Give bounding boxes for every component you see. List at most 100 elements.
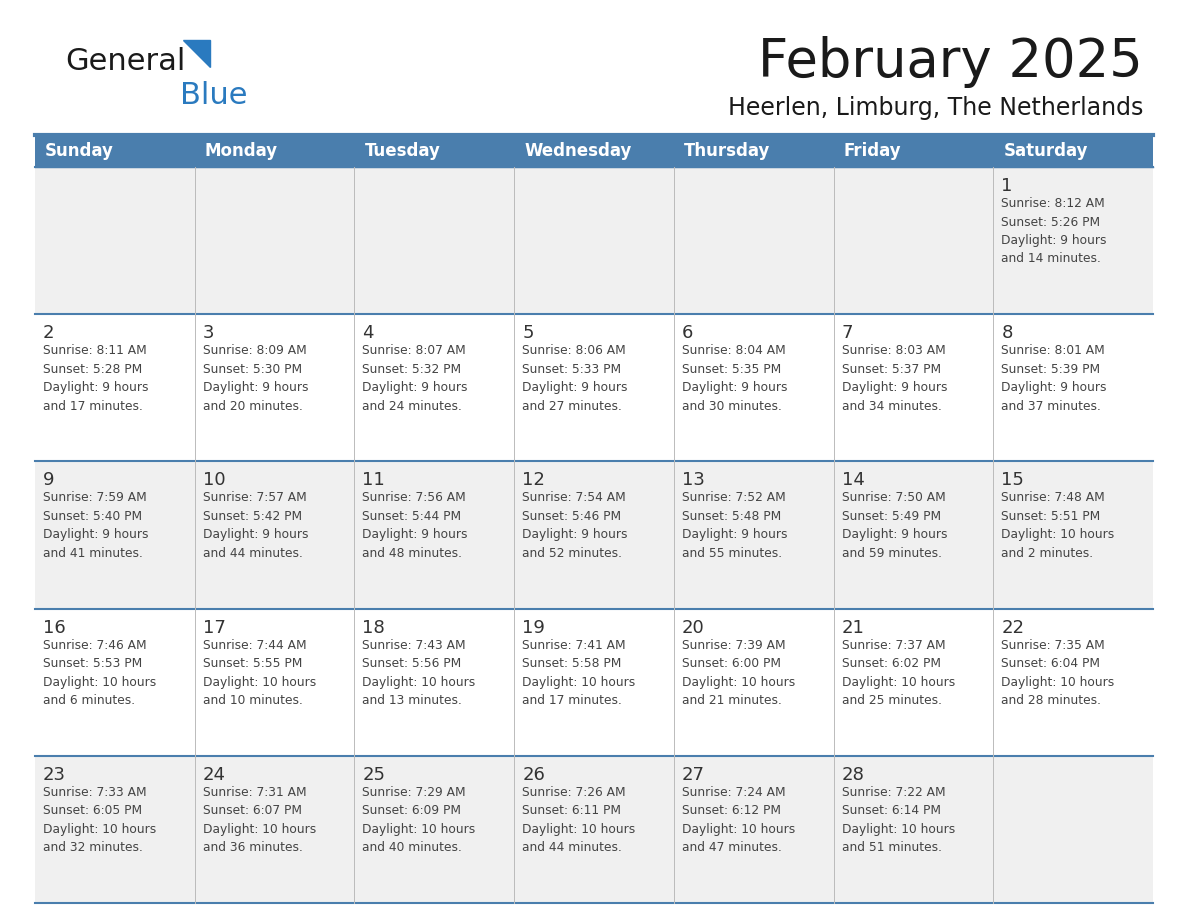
Bar [34, 462, 195, 609]
Text: 23: 23 [43, 766, 67, 784]
Text: Sunrise: 7:57 AM
Sunset: 5:42 PM
Daylight: 9 hours
and 44 minutes.: Sunrise: 7:57 AM Sunset: 5:42 PM Dayligh… [203, 491, 308, 560]
Text: Sunrise: 7:59 AM
Sunset: 5:40 PM
Daylight: 9 hours
and 41 minutes.: Sunrise: 7:59 AM Sunset: 5:40 PM Dayligh… [43, 491, 148, 560]
Text: 8: 8 [1001, 324, 1012, 342]
Text: Sunrise: 7:39 AM
Sunset: 6:00 PM
Daylight: 10 hours
and 21 minutes.: Sunrise: 7:39 AM Sunset: 6:00 PM Dayligh… [682, 639, 795, 707]
Text: Sunrise: 7:52 AM
Sunset: 5:48 PM
Daylight: 9 hours
and 55 minutes.: Sunrise: 7:52 AM Sunset: 5:48 PM Dayligh… [682, 491, 788, 560]
Text: Sunrise: 8:04 AM
Sunset: 5:35 PM
Daylight: 9 hours
and 30 minutes.: Sunrise: 8:04 AM Sunset: 5:35 PM Dayligh… [682, 344, 788, 413]
Text: 25: 25 [362, 766, 385, 784]
Text: February 2025: February 2025 [758, 36, 1143, 88]
Text: Sunrise: 7:33 AM
Sunset: 6:05 PM
Daylight: 10 hours
and 32 minutes.: Sunrise: 7:33 AM Sunset: 6:05 PM Dayligh… [43, 786, 157, 855]
Text: Thursday: Thursday [684, 142, 770, 160]
Text: Sunday: Sunday [45, 142, 114, 160]
Bar [354, 167, 514, 314]
Bar [514, 135, 674, 167]
Bar [674, 167, 834, 314]
Bar [993, 135, 1154, 167]
Bar [834, 167, 993, 314]
Text: Sunrise: 7:35 AM
Sunset: 6:04 PM
Daylight: 10 hours
and 28 minutes.: Sunrise: 7:35 AM Sunset: 6:04 PM Dayligh… [1001, 639, 1114, 707]
Bar [195, 462, 354, 609]
Text: Sunrise: 7:50 AM
Sunset: 5:49 PM
Daylight: 9 hours
and 59 minutes.: Sunrise: 7:50 AM Sunset: 5:49 PM Dayligh… [841, 491, 947, 560]
Polygon shape [183, 40, 210, 67]
Text: Sunrise: 7:37 AM
Sunset: 6:02 PM
Daylight: 10 hours
and 25 minutes.: Sunrise: 7:37 AM Sunset: 6:02 PM Dayligh… [841, 639, 955, 707]
Text: Sunrise: 8:11 AM
Sunset: 5:28 PM
Daylight: 9 hours
and 17 minutes.: Sunrise: 8:11 AM Sunset: 5:28 PM Dayligh… [43, 344, 148, 413]
Bar [674, 609, 834, 756]
Bar [993, 167, 1154, 314]
Bar [195, 135, 354, 167]
Text: Monday: Monday [204, 142, 278, 160]
Bar [354, 135, 514, 167]
Text: 18: 18 [362, 619, 385, 636]
Bar [834, 462, 993, 609]
Text: Sunrise: 7:44 AM
Sunset: 5:55 PM
Daylight: 10 hours
and 10 minutes.: Sunrise: 7:44 AM Sunset: 5:55 PM Dayligh… [203, 639, 316, 707]
Bar [834, 314, 993, 462]
Bar [993, 756, 1154, 903]
Text: Wednesday: Wednesday [524, 142, 632, 160]
Text: Blue: Blue [181, 81, 247, 109]
Text: Sunrise: 7:46 AM
Sunset: 5:53 PM
Daylight: 10 hours
and 6 minutes.: Sunrise: 7:46 AM Sunset: 5:53 PM Dayligh… [43, 639, 157, 707]
Bar [834, 756, 993, 903]
Bar [195, 756, 354, 903]
Text: Sunrise: 7:24 AM
Sunset: 6:12 PM
Daylight: 10 hours
and 47 minutes.: Sunrise: 7:24 AM Sunset: 6:12 PM Dayligh… [682, 786, 795, 855]
Text: Saturday: Saturday [1004, 142, 1088, 160]
Text: Sunrise: 8:06 AM
Sunset: 5:33 PM
Daylight: 9 hours
and 27 minutes.: Sunrise: 8:06 AM Sunset: 5:33 PM Dayligh… [523, 344, 627, 413]
Bar [674, 756, 834, 903]
Text: Heerlen, Limburg, The Netherlands: Heerlen, Limburg, The Netherlands [727, 96, 1143, 120]
Bar [354, 609, 514, 756]
Text: Friday: Friday [843, 142, 902, 160]
Bar [674, 462, 834, 609]
Bar [514, 609, 674, 756]
Text: 13: 13 [682, 472, 704, 489]
Bar [195, 609, 354, 756]
Text: Sunrise: 7:56 AM
Sunset: 5:44 PM
Daylight: 9 hours
and 48 minutes.: Sunrise: 7:56 AM Sunset: 5:44 PM Dayligh… [362, 491, 468, 560]
Text: Sunrise: 7:31 AM
Sunset: 6:07 PM
Daylight: 10 hours
and 36 minutes.: Sunrise: 7:31 AM Sunset: 6:07 PM Dayligh… [203, 786, 316, 855]
Bar [514, 756, 674, 903]
Bar [514, 314, 674, 462]
Text: 10: 10 [203, 472, 226, 489]
Bar [514, 462, 674, 609]
Bar [195, 167, 354, 314]
Text: Sunrise: 8:07 AM
Sunset: 5:32 PM
Daylight: 9 hours
and 24 minutes.: Sunrise: 8:07 AM Sunset: 5:32 PM Dayligh… [362, 344, 468, 413]
Text: Sunrise: 8:03 AM
Sunset: 5:37 PM
Daylight: 9 hours
and 34 minutes.: Sunrise: 8:03 AM Sunset: 5:37 PM Dayligh… [841, 344, 947, 413]
Text: 4: 4 [362, 324, 374, 342]
Text: Sunrise: 7:54 AM
Sunset: 5:46 PM
Daylight: 9 hours
and 52 minutes.: Sunrise: 7:54 AM Sunset: 5:46 PM Dayligh… [523, 491, 627, 560]
Text: 26: 26 [523, 766, 545, 784]
Text: Sunrise: 7:29 AM
Sunset: 6:09 PM
Daylight: 10 hours
and 40 minutes.: Sunrise: 7:29 AM Sunset: 6:09 PM Dayligh… [362, 786, 475, 855]
Text: 5: 5 [523, 324, 533, 342]
Text: Tuesday: Tuesday [365, 142, 441, 160]
Text: 17: 17 [203, 619, 226, 636]
Text: Sunrise: 7:26 AM
Sunset: 6:11 PM
Daylight: 10 hours
and 44 minutes.: Sunrise: 7:26 AM Sunset: 6:11 PM Dayligh… [523, 786, 636, 855]
Text: 1: 1 [1001, 177, 1012, 195]
Text: 24: 24 [203, 766, 226, 784]
Bar [34, 609, 195, 756]
Text: 15: 15 [1001, 472, 1024, 489]
Text: 6: 6 [682, 324, 694, 342]
Text: 20: 20 [682, 619, 704, 636]
Bar [354, 756, 514, 903]
Text: Sunrise: 7:48 AM
Sunset: 5:51 PM
Daylight: 10 hours
and 2 minutes.: Sunrise: 7:48 AM Sunset: 5:51 PM Dayligh… [1001, 491, 1114, 560]
Bar [34, 314, 195, 462]
Text: 3: 3 [203, 324, 214, 342]
Bar [834, 609, 993, 756]
Text: Sunrise: 7:22 AM
Sunset: 6:14 PM
Daylight: 10 hours
and 51 minutes.: Sunrise: 7:22 AM Sunset: 6:14 PM Dayligh… [841, 786, 955, 855]
Bar [195, 314, 354, 462]
Bar [993, 314, 1154, 462]
Text: 28: 28 [841, 766, 865, 784]
Text: General: General [65, 48, 185, 76]
Text: Sunrise: 7:41 AM
Sunset: 5:58 PM
Daylight: 10 hours
and 17 minutes.: Sunrise: 7:41 AM Sunset: 5:58 PM Dayligh… [523, 639, 636, 707]
Bar [834, 135, 993, 167]
Text: 27: 27 [682, 766, 704, 784]
Text: 11: 11 [362, 472, 385, 489]
Text: 14: 14 [841, 472, 865, 489]
Bar [34, 167, 195, 314]
Bar [514, 167, 674, 314]
Bar [993, 609, 1154, 756]
Text: 2: 2 [43, 324, 55, 342]
Bar [354, 314, 514, 462]
Bar [993, 462, 1154, 609]
Text: 21: 21 [841, 619, 865, 636]
Bar [34, 756, 195, 903]
Text: 16: 16 [43, 619, 65, 636]
Text: Sunrise: 8:12 AM
Sunset: 5:26 PM
Daylight: 9 hours
and 14 minutes.: Sunrise: 8:12 AM Sunset: 5:26 PM Dayligh… [1001, 197, 1107, 265]
Text: 7: 7 [841, 324, 853, 342]
Bar [674, 135, 834, 167]
